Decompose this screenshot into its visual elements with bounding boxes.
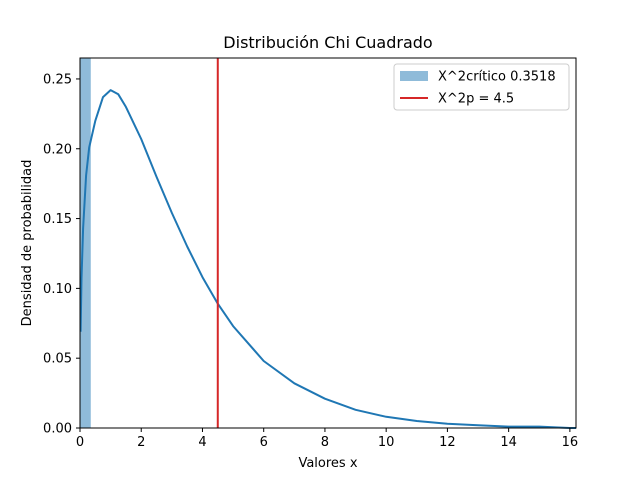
x-tick-label: 4 bbox=[198, 435, 206, 450]
legend-label: X^2crítico 0.3518 bbox=[438, 70, 556, 85]
x-axis-label: Valores x bbox=[298, 456, 357, 471]
critical-region-area bbox=[80, 58, 91, 428]
legend: X^2crítico 0.3518 X^2p = 4.5 bbox=[393, 63, 570, 111]
x-tick-label: 6 bbox=[260, 435, 268, 450]
legend-box bbox=[393, 63, 570, 111]
y-axis-label: Densidad de probabilidad bbox=[20, 160, 35, 327]
y-tick-label: 0.25 bbox=[43, 72, 72, 87]
y-tick-label: 0.20 bbox=[43, 142, 72, 157]
y-tick-label: 0.05 bbox=[43, 352, 72, 367]
y-tick-label: 0.15 bbox=[43, 212, 72, 227]
x-tick-label: 8 bbox=[321, 435, 329, 450]
chart-title: Distribución Chi Cuadrado bbox=[223, 33, 432, 52]
x-tick-label: 10 bbox=[378, 435, 395, 450]
y-tick-label: 0.00 bbox=[43, 422, 72, 437]
axes-ticks: 0 2 4 6 8 10 12 14 16 0.00 0.05 0.10 0.15 0.20 0.25 bbox=[43, 72, 578, 450]
plot-area bbox=[79, 58, 576, 429]
x-tick-label: 16 bbox=[562, 435, 579, 450]
x-tick-label: 12 bbox=[439, 435, 456, 450]
density-curve-line bbox=[79, 89, 576, 429]
plot-frame bbox=[79, 57, 577, 429]
y-tick-label: 0.10 bbox=[43, 282, 72, 297]
x-tick-label: 2 bbox=[137, 435, 145, 450]
legend-label: X^2p = 4.5 bbox=[438, 92, 514, 107]
x-tick-label: 14 bbox=[500, 435, 517, 450]
legend-swatch-patch bbox=[400, 71, 428, 81]
x-tick-label: 0 bbox=[76, 435, 84, 450]
